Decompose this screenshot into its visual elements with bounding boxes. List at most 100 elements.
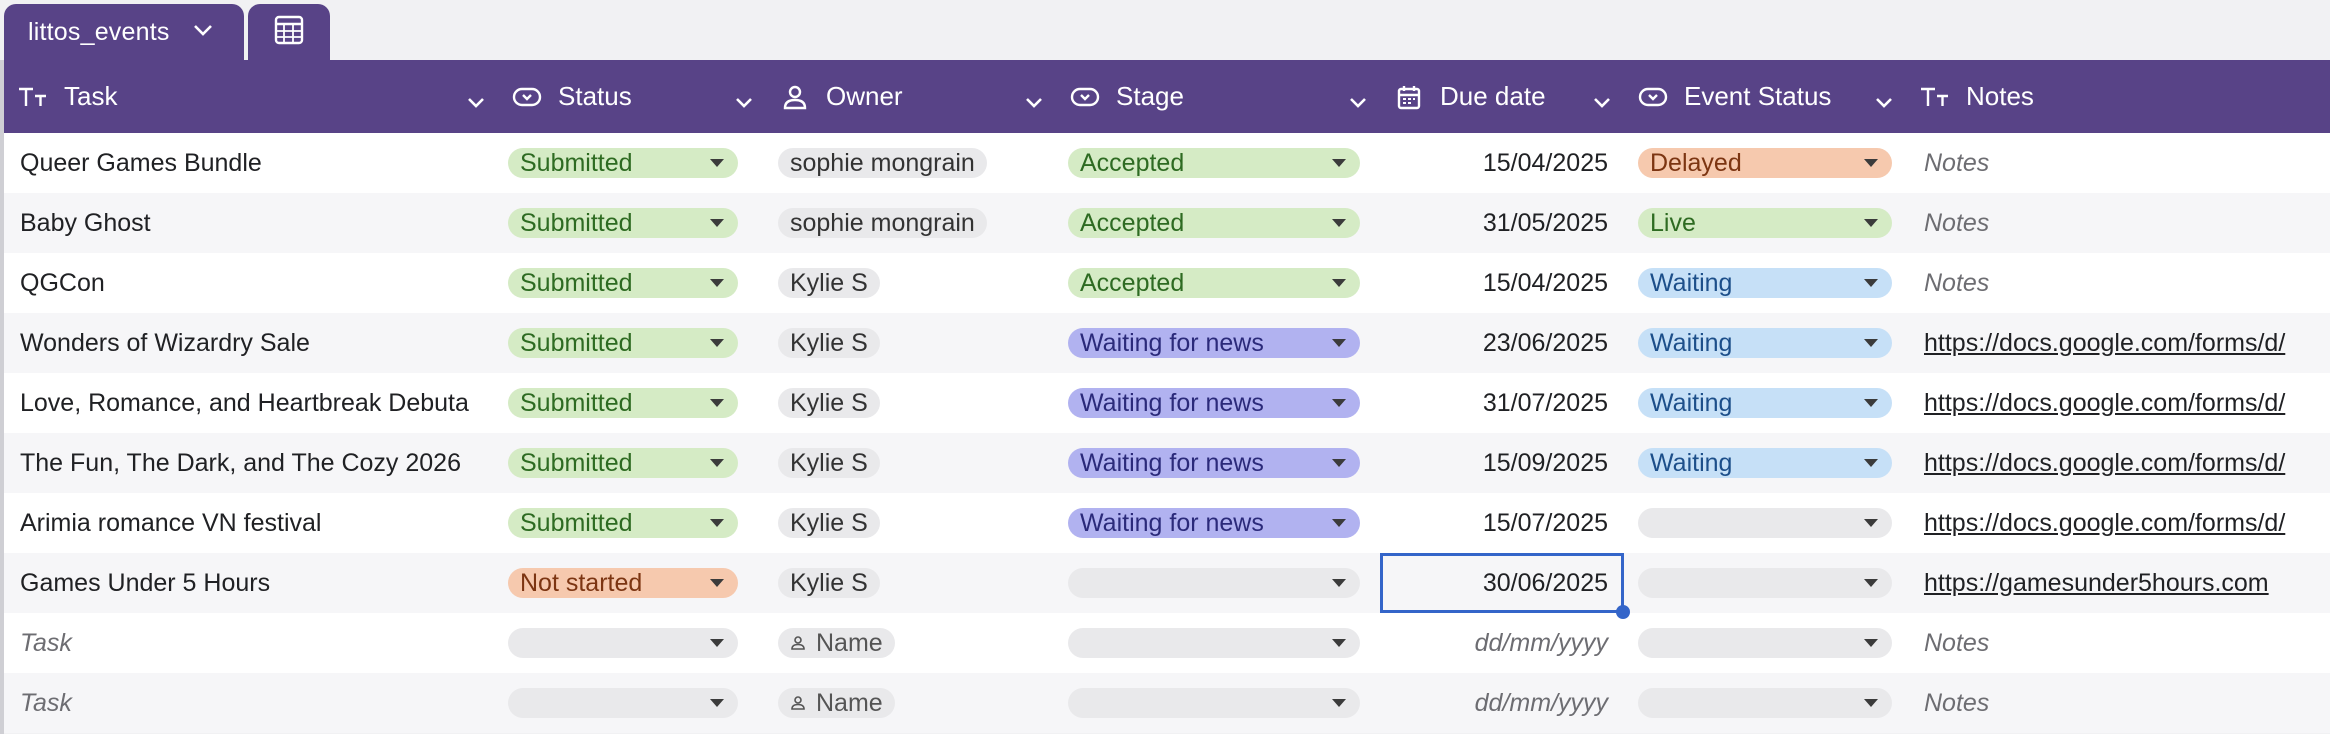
stage-dropdown[interactable]: Accepted <box>1068 148 1360 178</box>
event-status-dropdown[interactable] <box>1638 628 1892 658</box>
notes-cell[interactable]: Notes <box>1924 208 1990 237</box>
chevron-down-icon[interactable] <box>734 86 754 117</box>
status-cell[interactable] <box>498 613 766 673</box>
due-date-cell[interactable]: 15/04/2025 <box>1482 268 1608 297</box>
dropdown-arrow-icon[interactable] <box>710 579 724 587</box>
column-header-stage[interactable]: Stage <box>1068 60 1380 133</box>
task-cell[interactable]: Queer Games Bundle <box>20 148 262 177</box>
owner-chip[interactable]: Kylie S <box>778 568 880 598</box>
event-status-cell[interactable] <box>1624 493 1906 553</box>
status-dropdown[interactable]: Submitted <box>508 388 738 418</box>
owner-chip[interactable]: sophie mongrain <box>778 208 987 238</box>
event-status-dropdown[interactable]: Waiting <box>1638 388 1892 418</box>
owner-cell[interactable]: Kylie S <box>766 433 1056 493</box>
task-cell[interactable]: Baby Ghost <box>20 208 151 237</box>
stage-cell[interactable] <box>1056 613 1380 673</box>
owner-cell[interactable]: sophie mongrain <box>766 133 1056 193</box>
status-dropdown[interactable] <box>508 688 738 718</box>
dropdown-arrow-icon[interactable] <box>1332 159 1346 167</box>
task-cell[interactable]: QGCon <box>20 268 105 297</box>
stage-cell[interactable]: Accepted <box>1056 133 1380 193</box>
event-status-dropdown[interactable]: Waiting <box>1638 328 1892 358</box>
column-header-status[interactable]: Status <box>510 60 766 133</box>
owner-chip[interactable]: Name <box>778 688 895 718</box>
stage-cell[interactable] <box>1056 553 1380 613</box>
dropdown-arrow-icon[interactable] <box>710 279 724 287</box>
owner-cell[interactable]: Kylie S <box>766 253 1056 313</box>
dropdown-arrow-icon[interactable] <box>1332 699 1346 707</box>
event-status-dropdown[interactable] <box>1638 508 1892 538</box>
event-status-cell[interactable]: Live <box>1624 193 1906 253</box>
stage-dropdown[interactable]: Waiting for news <box>1068 328 1360 358</box>
status-dropdown[interactable]: Submitted <box>508 208 738 238</box>
notes-link[interactable]: https://docs.google.com/forms/d/ <box>1924 388 2286 417</box>
dropdown-arrow-icon[interactable] <box>1864 219 1878 227</box>
due-date-cell[interactable]: dd/mm/yyyy <box>1474 688 1608 717</box>
status-dropdown[interactable]: Submitted <box>508 448 738 478</box>
event-status-dropdown[interactable] <box>1638 568 1892 598</box>
owner-chip[interactable]: Kylie S <box>778 328 880 358</box>
owner-chip[interactable]: Name <box>778 628 895 658</box>
status-cell[interactable] <box>498 673 766 733</box>
owner-cell[interactable]: sophie mongrain <box>766 193 1056 253</box>
stage-dropdown[interactable]: Accepted <box>1068 268 1360 298</box>
event-status-cell[interactable] <box>1624 553 1906 613</box>
event-status-cell[interactable] <box>1624 613 1906 673</box>
dropdown-arrow-icon[interactable] <box>1332 519 1346 527</box>
stage-cell[interactable]: Waiting for news <box>1056 373 1380 433</box>
stage-dropdown[interactable] <box>1068 628 1360 658</box>
stage-cell[interactable]: Accepted <box>1056 193 1380 253</box>
dropdown-arrow-icon[interactable] <box>1332 459 1346 467</box>
owner-cell[interactable]: Kylie S <box>766 553 1056 613</box>
dropdown-arrow-icon[interactable] <box>710 159 724 167</box>
dropdown-arrow-icon[interactable] <box>1332 279 1346 287</box>
notes-link[interactable]: https://docs.google.com/forms/d/ <box>1924 328 2286 357</box>
task-cell[interactable]: Task <box>20 688 72 717</box>
status-cell[interactable]: Not started <box>498 553 766 613</box>
event-status-cell[interactable]: Waiting <box>1624 253 1906 313</box>
chevron-down-icon[interactable] <box>1024 86 1044 117</box>
status-cell[interactable]: Submitted <box>498 373 766 433</box>
dropdown-arrow-icon[interactable] <box>1864 639 1878 647</box>
status-dropdown[interactable]: Submitted <box>508 508 738 538</box>
table-view-button[interactable] <box>248 4 330 60</box>
dropdown-arrow-icon[interactable] <box>1864 339 1878 347</box>
dropdown-arrow-icon[interactable] <box>1332 399 1346 407</box>
status-cell[interactable]: Submitted <box>498 313 766 373</box>
dropdown-arrow-icon[interactable] <box>1332 339 1346 347</box>
stage-dropdown[interactable]: Waiting for news <box>1068 448 1360 478</box>
dropdown-arrow-icon[interactable] <box>1864 159 1878 167</box>
table-tab[interactable]: littos_events <box>4 4 244 60</box>
dropdown-arrow-icon[interactable] <box>710 459 724 467</box>
event-status-cell[interactable]: Waiting <box>1624 433 1906 493</box>
notes-cell[interactable]: Notes <box>1924 268 1990 297</box>
stage-cell[interactable] <box>1056 673 1380 733</box>
due-date-cell-selected[interactable]: 30/06/2025 <box>1380 553 1624 613</box>
dropdown-arrow-icon[interactable] <box>1864 699 1878 707</box>
task-cell[interactable]: Task <box>20 628 72 657</box>
task-cell[interactable]: Games Under 5 Hours <box>20 568 271 597</box>
task-cell[interactable]: Wonders of Wizardry Sale <box>20 328 310 357</box>
status-cell[interactable]: Submitted <box>498 433 766 493</box>
event-status-cell[interactable]: Waiting <box>1624 373 1906 433</box>
chevron-down-icon[interactable] <box>1874 86 1894 117</box>
notes-link[interactable]: https://gamesunder5hours.com <box>1924 568 2269 597</box>
owner-cell[interactable]: Kylie S <box>766 313 1056 373</box>
dropdown-arrow-icon[interactable] <box>710 219 724 227</box>
dropdown-arrow-icon[interactable] <box>1864 399 1878 407</box>
column-header-due[interactable]: Due date <box>1392 60 1624 133</box>
owner-cell[interactable]: Name <box>766 673 1056 733</box>
stage-cell[interactable]: Waiting for news <box>1056 433 1380 493</box>
stage-dropdown[interactable]: Accepted <box>1068 208 1360 238</box>
chevron-down-icon[interactable] <box>1348 86 1368 117</box>
task-cell[interactable]: The Fun, The Dark, and The Cozy 2026 <box>20 448 461 477</box>
status-cell[interactable]: Submitted <box>498 253 766 313</box>
task-cell[interactable]: Arimia romance VN festival <box>20 508 322 537</box>
stage-dropdown[interactable] <box>1068 568 1360 598</box>
notes-cell[interactable]: Notes <box>1924 688 1990 717</box>
event-status-cell[interactable]: Waiting <box>1624 313 1906 373</box>
dropdown-arrow-icon[interactable] <box>710 399 724 407</box>
chevron-down-icon[interactable] <box>1592 86 1612 117</box>
owner-chip[interactable]: Kylie S <box>778 268 880 298</box>
dropdown-arrow-icon[interactable] <box>1332 219 1346 227</box>
